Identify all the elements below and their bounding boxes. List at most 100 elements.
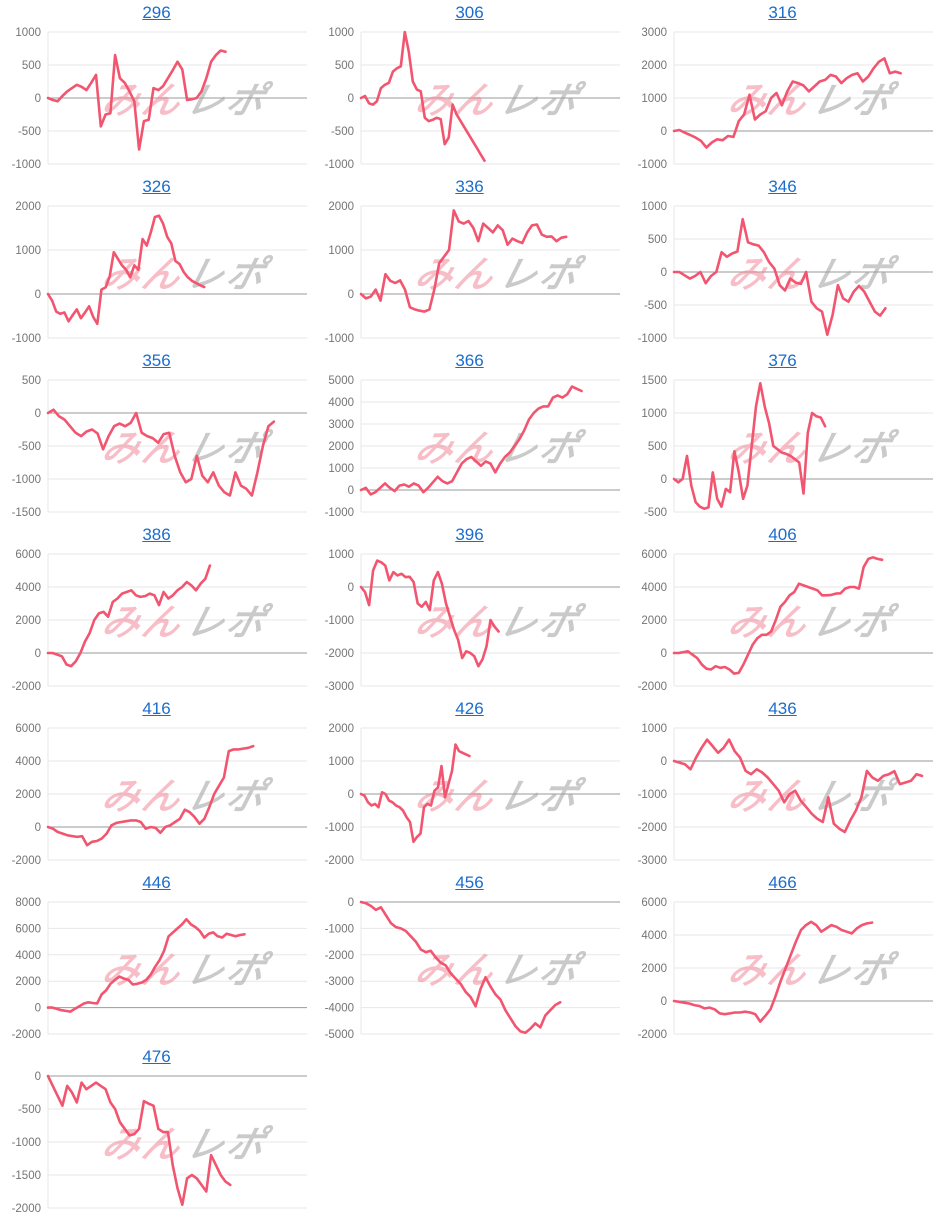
y-axis-label: 500	[22, 60, 41, 72]
slump-line	[359, 900, 562, 1034]
y-axis-label: -500	[644, 507, 667, 519]
y-axis-label: 500	[648, 441, 667, 453]
watermark-gray-text: レポ	[182, 1124, 275, 1165]
y-axis-label: 2000	[641, 963, 667, 975]
watermark-gray-text: レポ	[495, 602, 588, 643]
chart-title-link[interactable]: 426	[455, 699, 484, 718]
chart-cell: 476 0 -500 -1000 -1500 -2000 みんレポ	[0, 1044, 313, 1218]
y-axis-label: -500	[18, 441, 41, 453]
watermark-gray-text: レポ	[495, 428, 588, 469]
chart-title-link[interactable]: 356	[142, 351, 171, 370]
slump-chart: 5000 4000 3000 2000 1000 0 -1000 みんレポ	[325, 375, 620, 519]
chart-title-link[interactable]: 306	[455, 3, 484, 22]
chart-title-link[interactable]: 396	[455, 525, 484, 544]
watermark-gray-text: レポ	[182, 80, 275, 121]
chart-title-link[interactable]: 346	[768, 177, 797, 196]
y-axis-label: 2000	[15, 201, 41, 213]
y-axis-label: -1000	[325, 822, 354, 834]
y-axis-label: 2000	[641, 60, 667, 72]
chart-cell: 436 1000 0 -1000 -2000 -3000 みんレポ	[626, 696, 939, 870]
chart-cell: 376 1500 1000 500 0 -500 みんレポ	[626, 348, 939, 522]
slump-chart: 500 0 -500 -1000 -1500 みんレポ	[12, 375, 307, 519]
watermark-pink-text: みん	[724, 776, 814, 817]
y-axis-label: -1000	[638, 333, 667, 345]
y-axis-label: 0	[35, 822, 41, 834]
watermark-gray-text: レポ	[808, 80, 901, 121]
chart-title-link[interactable]: 386	[142, 525, 171, 544]
minrepo-watermark: みんレポ	[411, 776, 588, 817]
y-axis-label: 1000	[328, 756, 354, 768]
y-axis-label: 0	[35, 1071, 41, 1083]
y-axis-label: 3000	[641, 27, 667, 39]
y-axis-label: -5000	[325, 1029, 354, 1041]
chart-title-link[interactable]: 416	[142, 699, 171, 718]
y-axis-label: 4000	[15, 582, 41, 594]
slump-line	[359, 30, 486, 162]
slump-chart: 2000 1000 0 -1000 -2000 みんレポ	[325, 723, 620, 867]
watermark-gray-text: レポ	[808, 428, 901, 469]
slump-line	[46, 408, 276, 497]
y-axis-label: 2000	[15, 615, 41, 627]
y-axis-label: 0	[661, 756, 667, 768]
y-axis-label: -1000	[12, 474, 41, 486]
slump-chart: 6000 4000 2000 0 -2000 みんレポ	[638, 549, 933, 693]
chart-title-link[interactable]: 376	[768, 351, 797, 370]
chart-title-link[interactable]: 446	[142, 873, 171, 892]
chart-cell: 466 6000 4000 2000 0 -2000 みんレポ	[626, 870, 939, 1044]
slump-line	[672, 738, 924, 834]
y-axis-label: -2000	[325, 855, 354, 867]
slump-line	[46, 1074, 232, 1206]
chart-cell: 426 2000 1000 0 -1000 -2000 みんレポ	[313, 696, 626, 870]
watermark-pink-text: みん	[98, 776, 188, 817]
slump-line	[672, 57, 902, 149]
slump-chart: 6000 4000 2000 0 -2000 みんレポ	[638, 897, 933, 1041]
y-axis-label: 0	[348, 485, 354, 497]
minrepo-watermark: みんレポ	[98, 428, 275, 469]
minrepo-watermark: みんレポ	[724, 950, 901, 991]
chart-title-link[interactable]: 456	[455, 873, 484, 892]
chart-title-link[interactable]: 366	[455, 351, 484, 370]
y-axis-label: -1000	[325, 507, 354, 519]
chart-title-link[interactable]: 436	[768, 699, 797, 718]
y-axis-label: 8000	[15, 897, 41, 909]
chart-title-link[interactable]: 406	[768, 525, 797, 544]
chart-title-link[interactable]: 296	[142, 3, 171, 22]
y-axis-label: 2000	[328, 441, 354, 453]
watermark-gray-text: レポ	[495, 254, 588, 295]
y-axis-label: -1000	[12, 1137, 41, 1149]
minrepo-watermark: みんレポ	[724, 254, 901, 295]
chart-cell: 316 3000 2000 1000 0 -1000 みんレポ	[626, 0, 939, 174]
chart-cell: 346 1000 500 0 -500 -1000 みんレポ	[626, 174, 939, 348]
slump-chart: 0 -1000 -2000 -3000 -4000 -5000 みんレポ	[325, 897, 620, 1041]
chart-title-link[interactable]: 336	[455, 177, 484, 196]
y-axis-label: 1000	[641, 201, 667, 213]
slump-line	[359, 559, 500, 668]
chart-title-link[interactable]: 466	[768, 873, 797, 892]
chart-title-link[interactable]: 476	[142, 1047, 171, 1066]
chart-cell: 326 2000 1000 0 -1000 みんレポ	[0, 174, 313, 348]
watermark-pink-text: みん	[411, 776, 501, 817]
chart-title-link[interactable]: 326	[142, 177, 171, 196]
watermark-gray-text: レポ	[808, 602, 901, 643]
y-axis-label: 3000	[328, 419, 354, 431]
y-axis-label: 2000	[641, 615, 667, 627]
y-axis-label: 0	[348, 289, 354, 301]
y-axis-label: 0	[661, 996, 667, 1008]
minrepo-watermark: みんレポ	[411, 80, 588, 121]
chart-title-link[interactable]: 316	[768, 3, 797, 22]
y-axis-label: -500	[331, 126, 354, 138]
y-axis-label: -500	[644, 300, 667, 312]
y-axis-label: 4000	[641, 582, 667, 594]
y-axis-label: 1000	[328, 245, 354, 257]
watermark-gray-text: レポ	[182, 602, 275, 643]
y-axis-label: 500	[648, 234, 667, 246]
slump-chart: 1000 0 -1000 -2000 -3000 みんレポ	[325, 549, 620, 693]
y-axis-label: -1000	[325, 333, 354, 345]
y-axis-label: 4000	[328, 397, 354, 409]
y-axis-label: -2000	[638, 681, 667, 693]
y-axis-label: -2000	[12, 1203, 41, 1215]
